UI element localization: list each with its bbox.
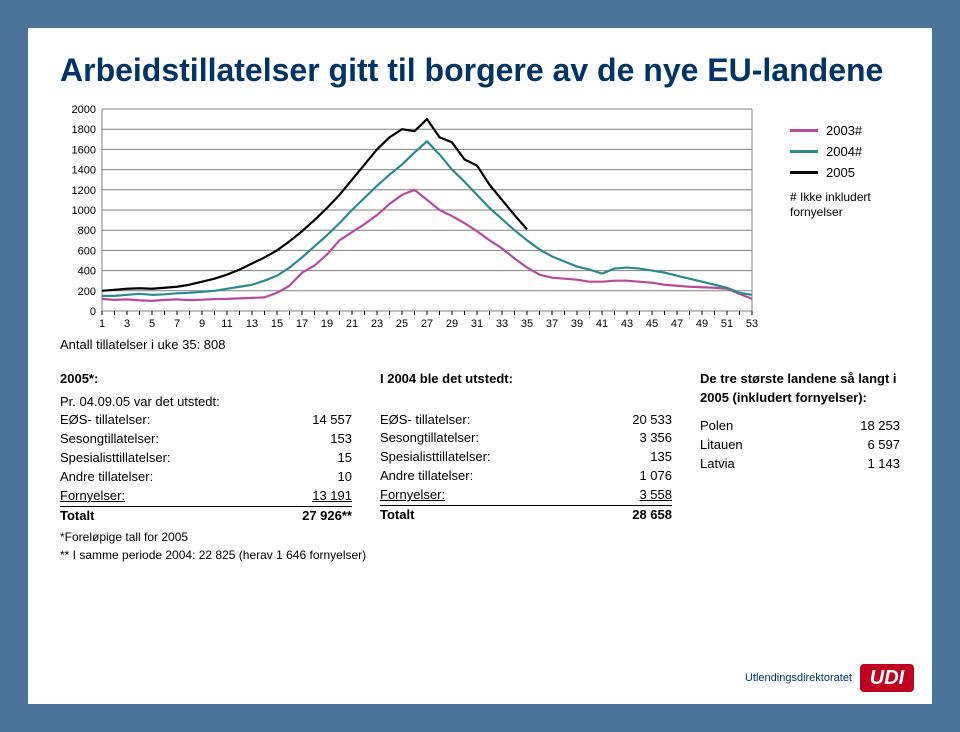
- svg-text:19: 19: [321, 318, 333, 330]
- table-row: Latvia1 143: [700, 455, 900, 474]
- table-row: Spesialisttillatelser:15: [60, 449, 352, 468]
- svg-text:1400: 1400: [72, 164, 96, 176]
- data-columns: 2005*: Pr. 04.09.05 var det utstedt: EØS…: [60, 370, 900, 526]
- svg-text:41: 41: [596, 318, 608, 330]
- col-2005: 2005*: Pr. 04.09.05 var det utstedt: EØS…: [60, 370, 352, 526]
- svg-text:49: 49: [696, 318, 708, 330]
- col-2004: I 2004 ble det utstedt: EØS- tillatelser…: [380, 370, 672, 526]
- svg-text:47: 47: [671, 318, 683, 330]
- svg-text:25: 25: [396, 318, 408, 330]
- svg-text:7: 7: [174, 318, 180, 330]
- logo-icon: UDI: [860, 664, 914, 692]
- chart-caption: Antall tillatelser i uke 35: 808: [60, 337, 790, 352]
- col1-subheader: Pr. 04.09.05 var det utstedt:: [60, 393, 352, 412]
- legend-item: 2005: [790, 165, 900, 180]
- slide-title: Arbeidstillatelser gitt til borgere av d…: [60, 52, 900, 89]
- logo-text: Utlendingsdirektoratet: [745, 672, 852, 684]
- svg-text:43: 43: [621, 318, 633, 330]
- svg-text:27: 27: [421, 318, 433, 330]
- legend-item: 2004#: [790, 144, 900, 159]
- legend-item: 2003#: [790, 123, 900, 138]
- table-row: EØS- tillatelser:20 533: [380, 411, 672, 430]
- svg-text:53: 53: [746, 318, 758, 330]
- svg-text:5: 5: [149, 318, 155, 330]
- col1-header: 2005*:: [60, 370, 352, 389]
- legend-footnote: # Ikke inkludert fornyelser: [790, 190, 900, 221]
- svg-text:1000: 1000: [72, 205, 96, 217]
- legend-label: 2003#: [826, 123, 862, 138]
- table-row: Litauen6 597: [700, 436, 900, 455]
- col1-total: Totalt 27 926**: [60, 506, 352, 526]
- table-row: Polen18 253: [700, 417, 900, 436]
- table-row: Fornyelser:13 191: [60, 487, 352, 506]
- table-row: Sesongtillatelser:153: [60, 430, 352, 449]
- svg-text:9: 9: [199, 318, 205, 330]
- chart-row: 0200400600800100012001400160018002000135…: [60, 103, 900, 352]
- svg-text:37: 37: [546, 318, 558, 330]
- svg-text:1: 1: [99, 318, 105, 330]
- svg-text:2000: 2000: [72, 104, 96, 116]
- table-row: Spesialisttillatelser:135: [380, 448, 672, 467]
- svg-text:33: 33: [496, 318, 508, 330]
- legend-label: 2005: [826, 165, 855, 180]
- footnote-2: ** I samme periode 2004: 22 825 (herav 1…: [60, 548, 900, 562]
- table-row: Fornyelser:3 558: [380, 486, 672, 505]
- col2-header: I 2004 ble det utstedt:: [380, 370, 672, 389]
- svg-text:31: 31: [471, 318, 483, 330]
- slide: Arbeidstillatelser gitt til borgere av d…: [28, 28, 932, 704]
- col2-total: Totalt 28 658: [380, 505, 672, 525]
- svg-text:600: 600: [78, 245, 96, 257]
- col-top3: De tre største landene så langt i 2005 (…: [700, 370, 900, 526]
- svg-text:0: 0: [90, 306, 96, 318]
- legend: 2003# 2004# 2005 # Ikke inkludert fornyels…: [790, 103, 900, 221]
- legend-label: 2004#: [826, 144, 862, 159]
- svg-text:17: 17: [296, 318, 308, 330]
- chart-container: 0200400600800100012001400160018002000135…: [60, 103, 790, 352]
- table-row: Andre tillatelser:1 076: [380, 467, 672, 486]
- col3-header: De tre største landene så langt i 2005 (…: [700, 370, 900, 408]
- svg-text:29: 29: [446, 318, 458, 330]
- svg-text:400: 400: [78, 265, 96, 277]
- footnote-1: *Foreløpige tall for 2005: [60, 530, 900, 544]
- svg-text:200: 200: [78, 286, 96, 298]
- svg-text:39: 39: [571, 318, 583, 330]
- table-row: EØS- tillatelser:14 557: [60, 411, 352, 430]
- legend-swatch: [790, 171, 818, 174]
- svg-text:13: 13: [246, 318, 258, 330]
- svg-text:11: 11: [221, 318, 232, 330]
- svg-text:35: 35: [521, 318, 533, 330]
- svg-text:1200: 1200: [72, 185, 96, 197]
- svg-text:3: 3: [124, 318, 130, 330]
- svg-text:51: 51: [721, 318, 733, 330]
- legend-swatch: [790, 150, 818, 153]
- logo: Utlendingsdirektoratet UDI: [745, 664, 914, 692]
- svg-text:23: 23: [371, 318, 383, 330]
- svg-text:15: 15: [271, 318, 283, 330]
- line-chart: 0200400600800100012001400160018002000135…: [60, 103, 760, 333]
- table-row: Andre tillatelser:10: [60, 468, 352, 487]
- table-row: Sesongtillatelser:3 356: [380, 429, 672, 448]
- svg-text:1800: 1800: [72, 124, 96, 136]
- svg-text:45: 45: [646, 318, 658, 330]
- svg-text:21: 21: [346, 318, 358, 330]
- svg-text:800: 800: [78, 225, 96, 237]
- legend-swatch: [790, 129, 818, 132]
- svg-text:1600: 1600: [72, 144, 96, 156]
